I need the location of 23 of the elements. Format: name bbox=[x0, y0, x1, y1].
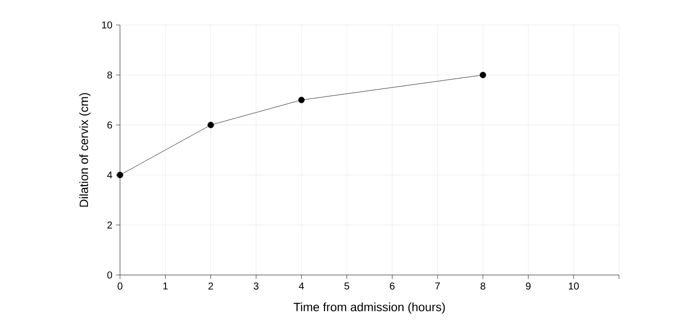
x-tick-label: 0 bbox=[118, 282, 122, 290]
x-tick-label: 3 bbox=[254, 282, 258, 290]
y-tick-label: 2 bbox=[107, 222, 112, 228]
x-tick-label: 10 bbox=[568, 282, 579, 290]
y-tick-label: 8 bbox=[107, 71, 112, 79]
point bbox=[298, 96, 305, 104]
x-axis-title: Time from admission (hours) bbox=[294, 302, 445, 314]
x-tick-label: 9 bbox=[526, 282, 531, 290]
x-tick-label: 1 bbox=[163, 282, 168, 290]
y-tick-label: 0 bbox=[107, 271, 112, 279]
point bbox=[480, 72, 486, 78]
y-tick-label: 4 bbox=[107, 172, 112, 178]
point bbox=[116, 172, 124, 178]
x-tick-label: 5 bbox=[344, 282, 350, 290]
y-tick-label: 6 bbox=[107, 121, 112, 129]
x-tick-label: 6 bbox=[390, 282, 395, 290]
x-tick-label: 7 bbox=[435, 282, 440, 290]
x-tick-label: 4 bbox=[298, 282, 304, 290]
x-tick-label: 8 bbox=[480, 282, 486, 290]
x-tick-label: 2 bbox=[208, 282, 214, 290]
point bbox=[208, 122, 214, 128]
y-tick-label: 10 bbox=[102, 21, 112, 29]
y-axis-title: Dilation of cervix (cm) bbox=[79, 93, 90, 207]
